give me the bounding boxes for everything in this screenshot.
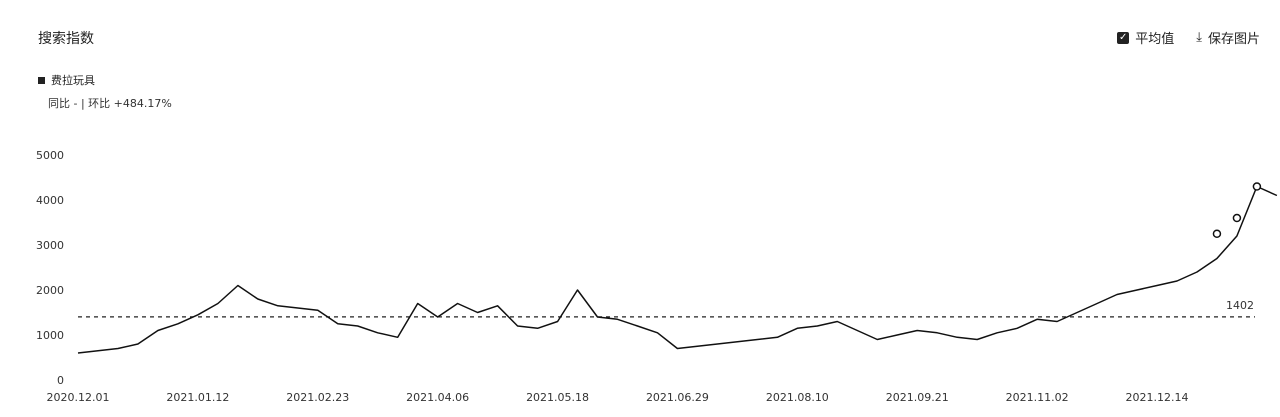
average-toggle-label: 平均值 — [1135, 32, 1175, 47]
y-tick-label: 4000 — [36, 194, 64, 207]
x-tick-label: 2021.02.23 — [286, 391, 349, 404]
checkbox-checked-icon[interactable]: ✓ — [1117, 31, 1130, 44]
download-icon: ⤓ — [1196, 30, 1202, 45]
average-label: 1402 — [1226, 299, 1254, 312]
chart-legend[interactable]: 费拉玩具 — [38, 72, 95, 88]
legend-swatch — [38, 76, 45, 84]
x-tick-label: 2021.04.06 — [406, 391, 469, 404]
compare-text: 同比 - | 环比 +484.17% — [48, 97, 172, 110]
x-tick-label: 2021.08.10 — [766, 391, 829, 404]
save-image-button[interactable]: ⤓ 保存图片 — [1196, 28, 1260, 47]
y-tick-label: 3000 — [36, 239, 64, 252]
page-title: 搜索指数 — [38, 31, 94, 47]
data-point-marker — [1232, 213, 1242, 223]
series-line — [77, 185, 1278, 354]
y-tick-label: 1000 — [36, 329, 64, 342]
average-toggle[interactable]: ✓ 平均值 — [1117, 28, 1174, 47]
legend-series-name: 费拉玩具 — [51, 74, 95, 87]
y-tick-label: 2000 — [36, 284, 64, 297]
data-point-marker — [1252, 182, 1262, 191]
x-tick-label: 2021.09.21 — [886, 391, 949, 404]
x-tick-label: 2020.12.01 — [47, 391, 110, 404]
chart-toolbar: ✓ 平均值 ⤓ 保存图片 — [1117, 28, 1260, 47]
data-point-marker — [1212, 229, 1222, 238]
x-tick-label: 2021.12.14 — [1126, 391, 1189, 404]
x-tick-label: 2021.06.29 — [646, 391, 709, 404]
x-tick-label: 2021.05.18 — [526, 391, 589, 404]
y-tick-label: 5000 — [36, 149, 64, 162]
y-tick-label: 0 — [57, 374, 64, 387]
x-tick-label: 2021.01.12 — [166, 391, 229, 404]
save-image-label: 保存图片 — [1207, 32, 1260, 47]
x-tick-label: 2021.11.02 — [1006, 391, 1069, 404]
